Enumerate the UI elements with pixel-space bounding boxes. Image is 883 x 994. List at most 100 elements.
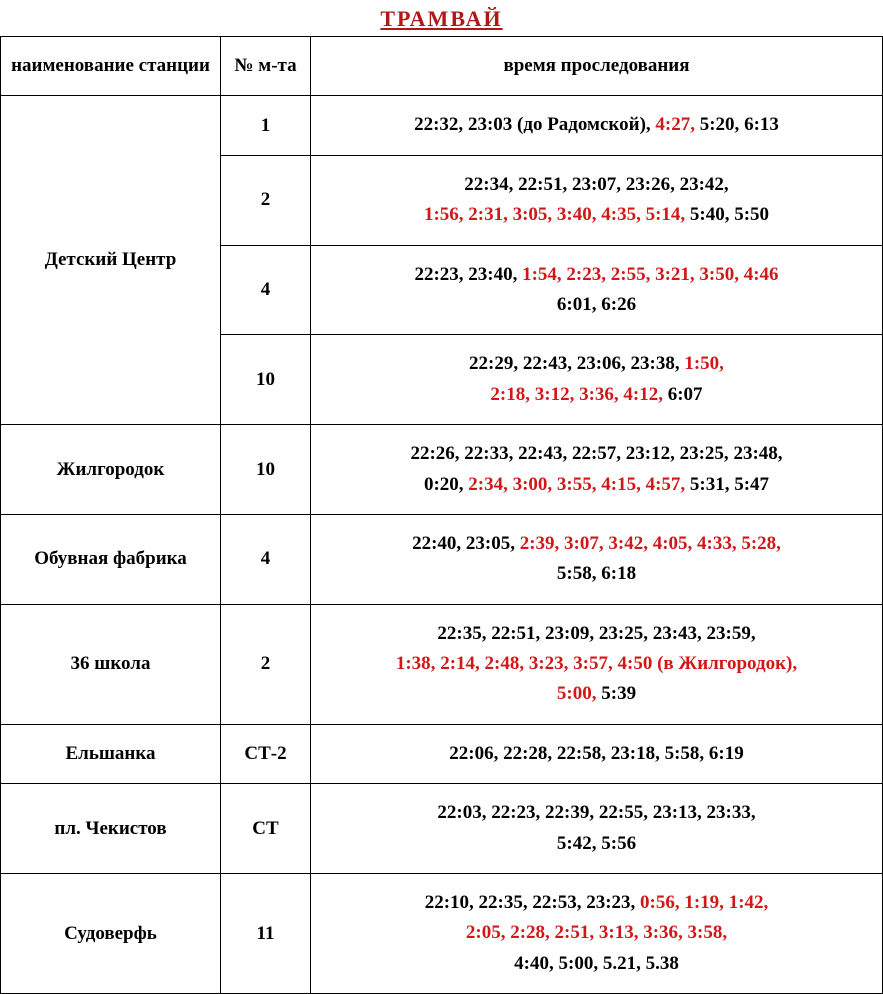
time-value: 3:42, [604, 533, 648, 554]
time-value: 23:18, [606, 743, 660, 764]
time-value: 23:06, [572, 353, 626, 374]
station-cell: Обувная фабрика [1, 514, 221, 604]
time-value: 22:06, [449, 743, 498, 764]
time-value: 22:55, [594, 802, 648, 823]
time-value: 3:12, [530, 384, 574, 405]
times-cell: 22:26, 22:33, 22:43, 22:57, 23:12, 23:25… [311, 425, 883, 515]
time-value: 3:55, [552, 474, 596, 495]
time-value: 5:40, [685, 204, 729, 225]
time-value: 22:53, [528, 892, 582, 913]
time-value: 3:23, [524, 653, 568, 674]
route-cell: 4 [221, 514, 311, 604]
route-cell: 2 [221, 155, 311, 245]
time-value: 4:50 [613, 653, 657, 674]
station-cell: пл. Чекистов [1, 784, 221, 874]
time-value: 2:23, [562, 264, 606, 285]
table-row: Детский Центр122:32, 23:03 (до Радомской… [1, 96, 883, 155]
time-value: 23:26, [621, 174, 675, 195]
time-value: 2:48, [480, 653, 524, 674]
time-value: 4:27, [651, 114, 695, 135]
time-value: 5:56 [597, 833, 637, 854]
time-value: 1:42, [724, 892, 768, 913]
time-value: 22:43, [518, 353, 572, 374]
time-value: 2:18, [490, 384, 530, 405]
time-value: 23:59, [702, 623, 756, 644]
time-value: 4:35, [597, 204, 641, 225]
time-value: 5:39 [597, 683, 637, 704]
time-value: 3:00, [508, 474, 552, 495]
table-row: Жилгородок1022:26, 22:33, 22:43, 22:57, … [1, 425, 883, 515]
time-value: 3:05, [508, 204, 552, 225]
time-value: 4:40, [514, 953, 554, 974]
route-cell: 4 [221, 245, 311, 335]
time-value: 23:40, [464, 264, 518, 285]
route-cell: СТ [221, 784, 311, 874]
time-value: 22:51, [513, 174, 567, 195]
time-value: 23:05, [461, 533, 515, 554]
time-value: 23:07, [567, 174, 621, 195]
page-title: ТРАМВАЙ [0, 0, 883, 36]
time-value: 4:12, [619, 384, 663, 405]
time-value: 6:26 [597, 294, 637, 315]
time-value: 1:50, [680, 353, 724, 374]
time-value: 5:20, [695, 114, 739, 135]
table-row: Судоверфь11 22:10, 22:35, 22:53, 23:23, 0… [1, 874, 883, 994]
route-cell: 2 [221, 604, 311, 724]
header-station: наименование станции [1, 37, 221, 96]
time-value: 22:57, [567, 443, 621, 464]
time-value: 5:28, [737, 533, 781, 554]
table-row: 36 школа222:35, 22:51, 23:09, 23:25, 23:… [1, 604, 883, 724]
time-value: 2:05, [466, 922, 506, 943]
time-value: 23:25, [594, 623, 648, 644]
time-value: 22:26, [410, 443, 459, 464]
time-value: 5:00, [557, 683, 597, 704]
time-value: 3:36, [638, 922, 682, 943]
time-value: (до Радомской), [517, 114, 651, 135]
time-value: 22:10, [425, 892, 474, 913]
time-value: 6:19 [704, 743, 744, 764]
time-value: 22:39, [540, 802, 594, 823]
station-cell: Детский Центр [1, 96, 221, 425]
time-value: 2:51, [550, 922, 594, 943]
table-row: Обувная фабрика422:40, 23:05, 2:39, 3:07… [1, 514, 883, 604]
schedule-table: наименование станции № м-та время просле… [0, 36, 883, 994]
times-cell: 22:29, 22:43, 23:06, 23:38, 1:50,2:18, 3… [311, 335, 883, 425]
times-cell: 22:03, 22:23, 22:39, 22:55, 23:13, 23:33… [311, 784, 883, 874]
time-value: 22:35, [474, 892, 528, 913]
time-value: 1:19, [680, 892, 724, 913]
time-value: 5.21, [598, 953, 641, 974]
time-value: 5.38 [641, 953, 679, 974]
time-value: 23:13, [648, 802, 702, 823]
station-cell: Жилгородок [1, 425, 221, 515]
route-cell: СТ-2 [221, 724, 311, 783]
time-value: 5:42, [557, 833, 597, 854]
times-cell: 22:06, 22:28, 22:58, 23:18, 5:58, 6:19 [311, 724, 883, 783]
time-value: 3:57, [568, 653, 612, 674]
time-value: 22:33, [460, 443, 514, 464]
station-cell: Ельшанка [1, 724, 221, 783]
time-value: 2:28, [505, 922, 549, 943]
time-value: 22:34, [464, 174, 513, 195]
table-row: пл. ЧекистовСТ22:03, 22:23, 22:39, 22:55… [1, 784, 883, 874]
times-cell: 22:23, 23:40, 1:54, 2:23, 2:55, 3:21, 3:… [311, 245, 883, 335]
header-route: № м-та [221, 37, 311, 96]
time-value: 22:40, [412, 533, 461, 554]
time-value: 0:56, [635, 892, 679, 913]
time-value: 5:14, [641, 204, 685, 225]
route-cell: 11 [221, 874, 311, 994]
time-value: 23:09, [540, 623, 594, 644]
time-value: 3:07, [559, 533, 603, 554]
time-value: 23:23, [581, 892, 635, 913]
time-value: 6:07 [663, 384, 703, 405]
time-value: 6:18 [597, 563, 637, 584]
time-value: 22:35, [437, 623, 486, 644]
time-value: 23:03 [463, 114, 517, 135]
time-value: 23:38, [626, 353, 680, 374]
time-value: 22:43, [513, 443, 567, 464]
time-value: 22:03, [437, 802, 486, 823]
time-value: 23:43, [648, 623, 702, 644]
station-cell: Судоверфь [1, 874, 221, 994]
time-value: 3:36, [574, 384, 618, 405]
time-value: 22:23, [486, 802, 540, 823]
time-value: 4:57, [641, 474, 685, 495]
